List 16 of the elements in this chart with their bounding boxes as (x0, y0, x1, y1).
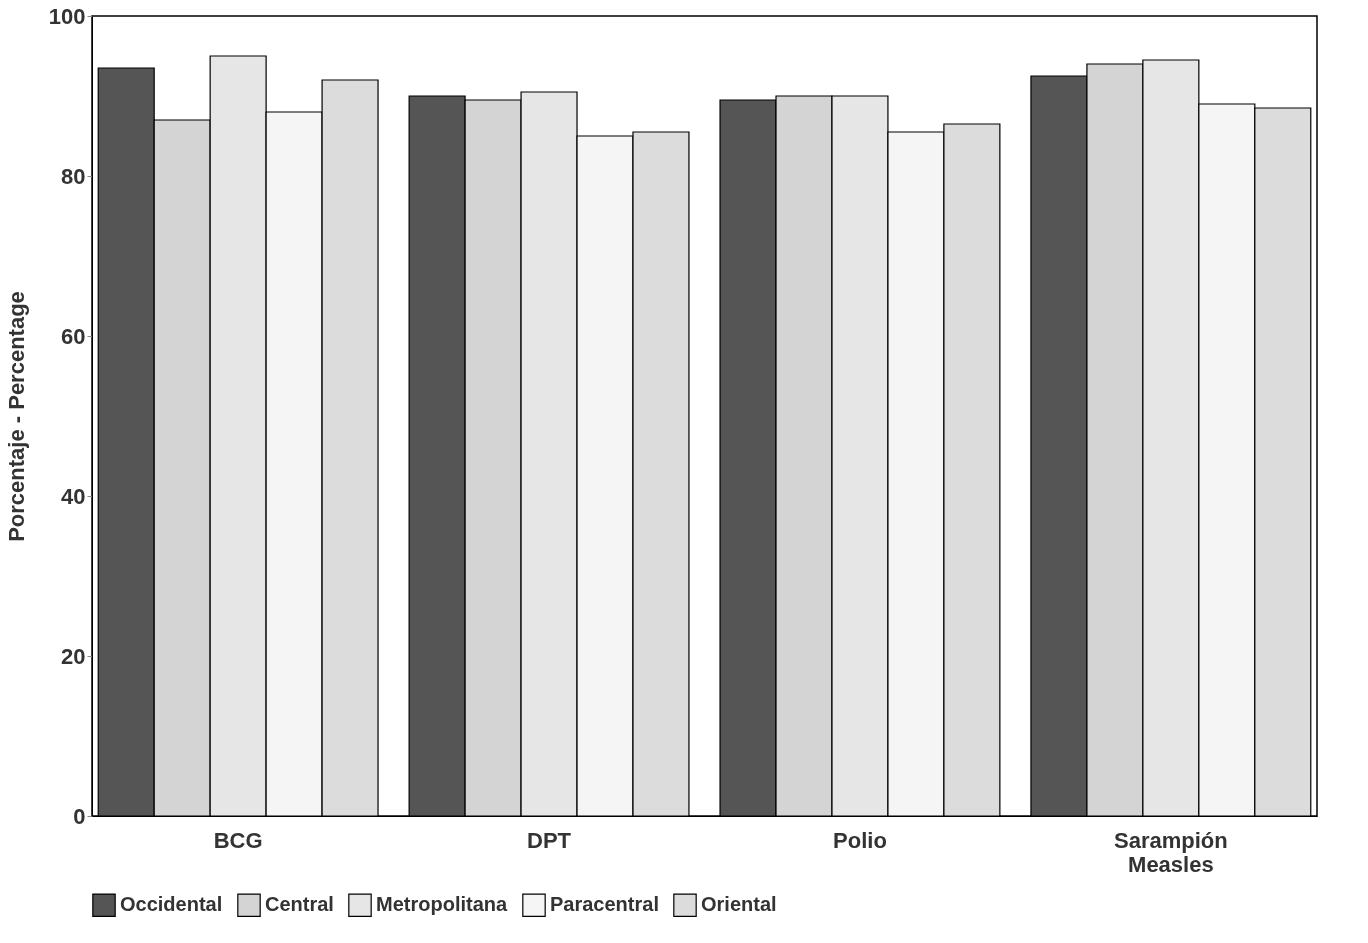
y-tick-label: 20 (61, 643, 86, 669)
y-axis-title: Porcentaje - Percentage (3, 291, 29, 542)
y-tick-label: 40 (61, 483, 86, 509)
x-tick-label: BCG (213, 827, 263, 853)
x-tick-label: Polio (833, 827, 887, 853)
y-tick-label: 0 (73, 803, 86, 829)
legend-label: Oriental (701, 893, 777, 916)
y-tick-label: 100 (48, 3, 86, 29)
x-tick-label: DPT (527, 827, 572, 853)
x-tick-label: Sarampión Measles (1114, 827, 1228, 877)
legend-label: Paracentral (550, 893, 659, 916)
legend-label: Central (265, 893, 334, 916)
y-tick-label: 80 (61, 163, 86, 189)
y-tick-label: 60 (61, 323, 86, 349)
legend-label: Metropolitana (376, 893, 508, 916)
legend-label: Occidental (120, 893, 223, 916)
